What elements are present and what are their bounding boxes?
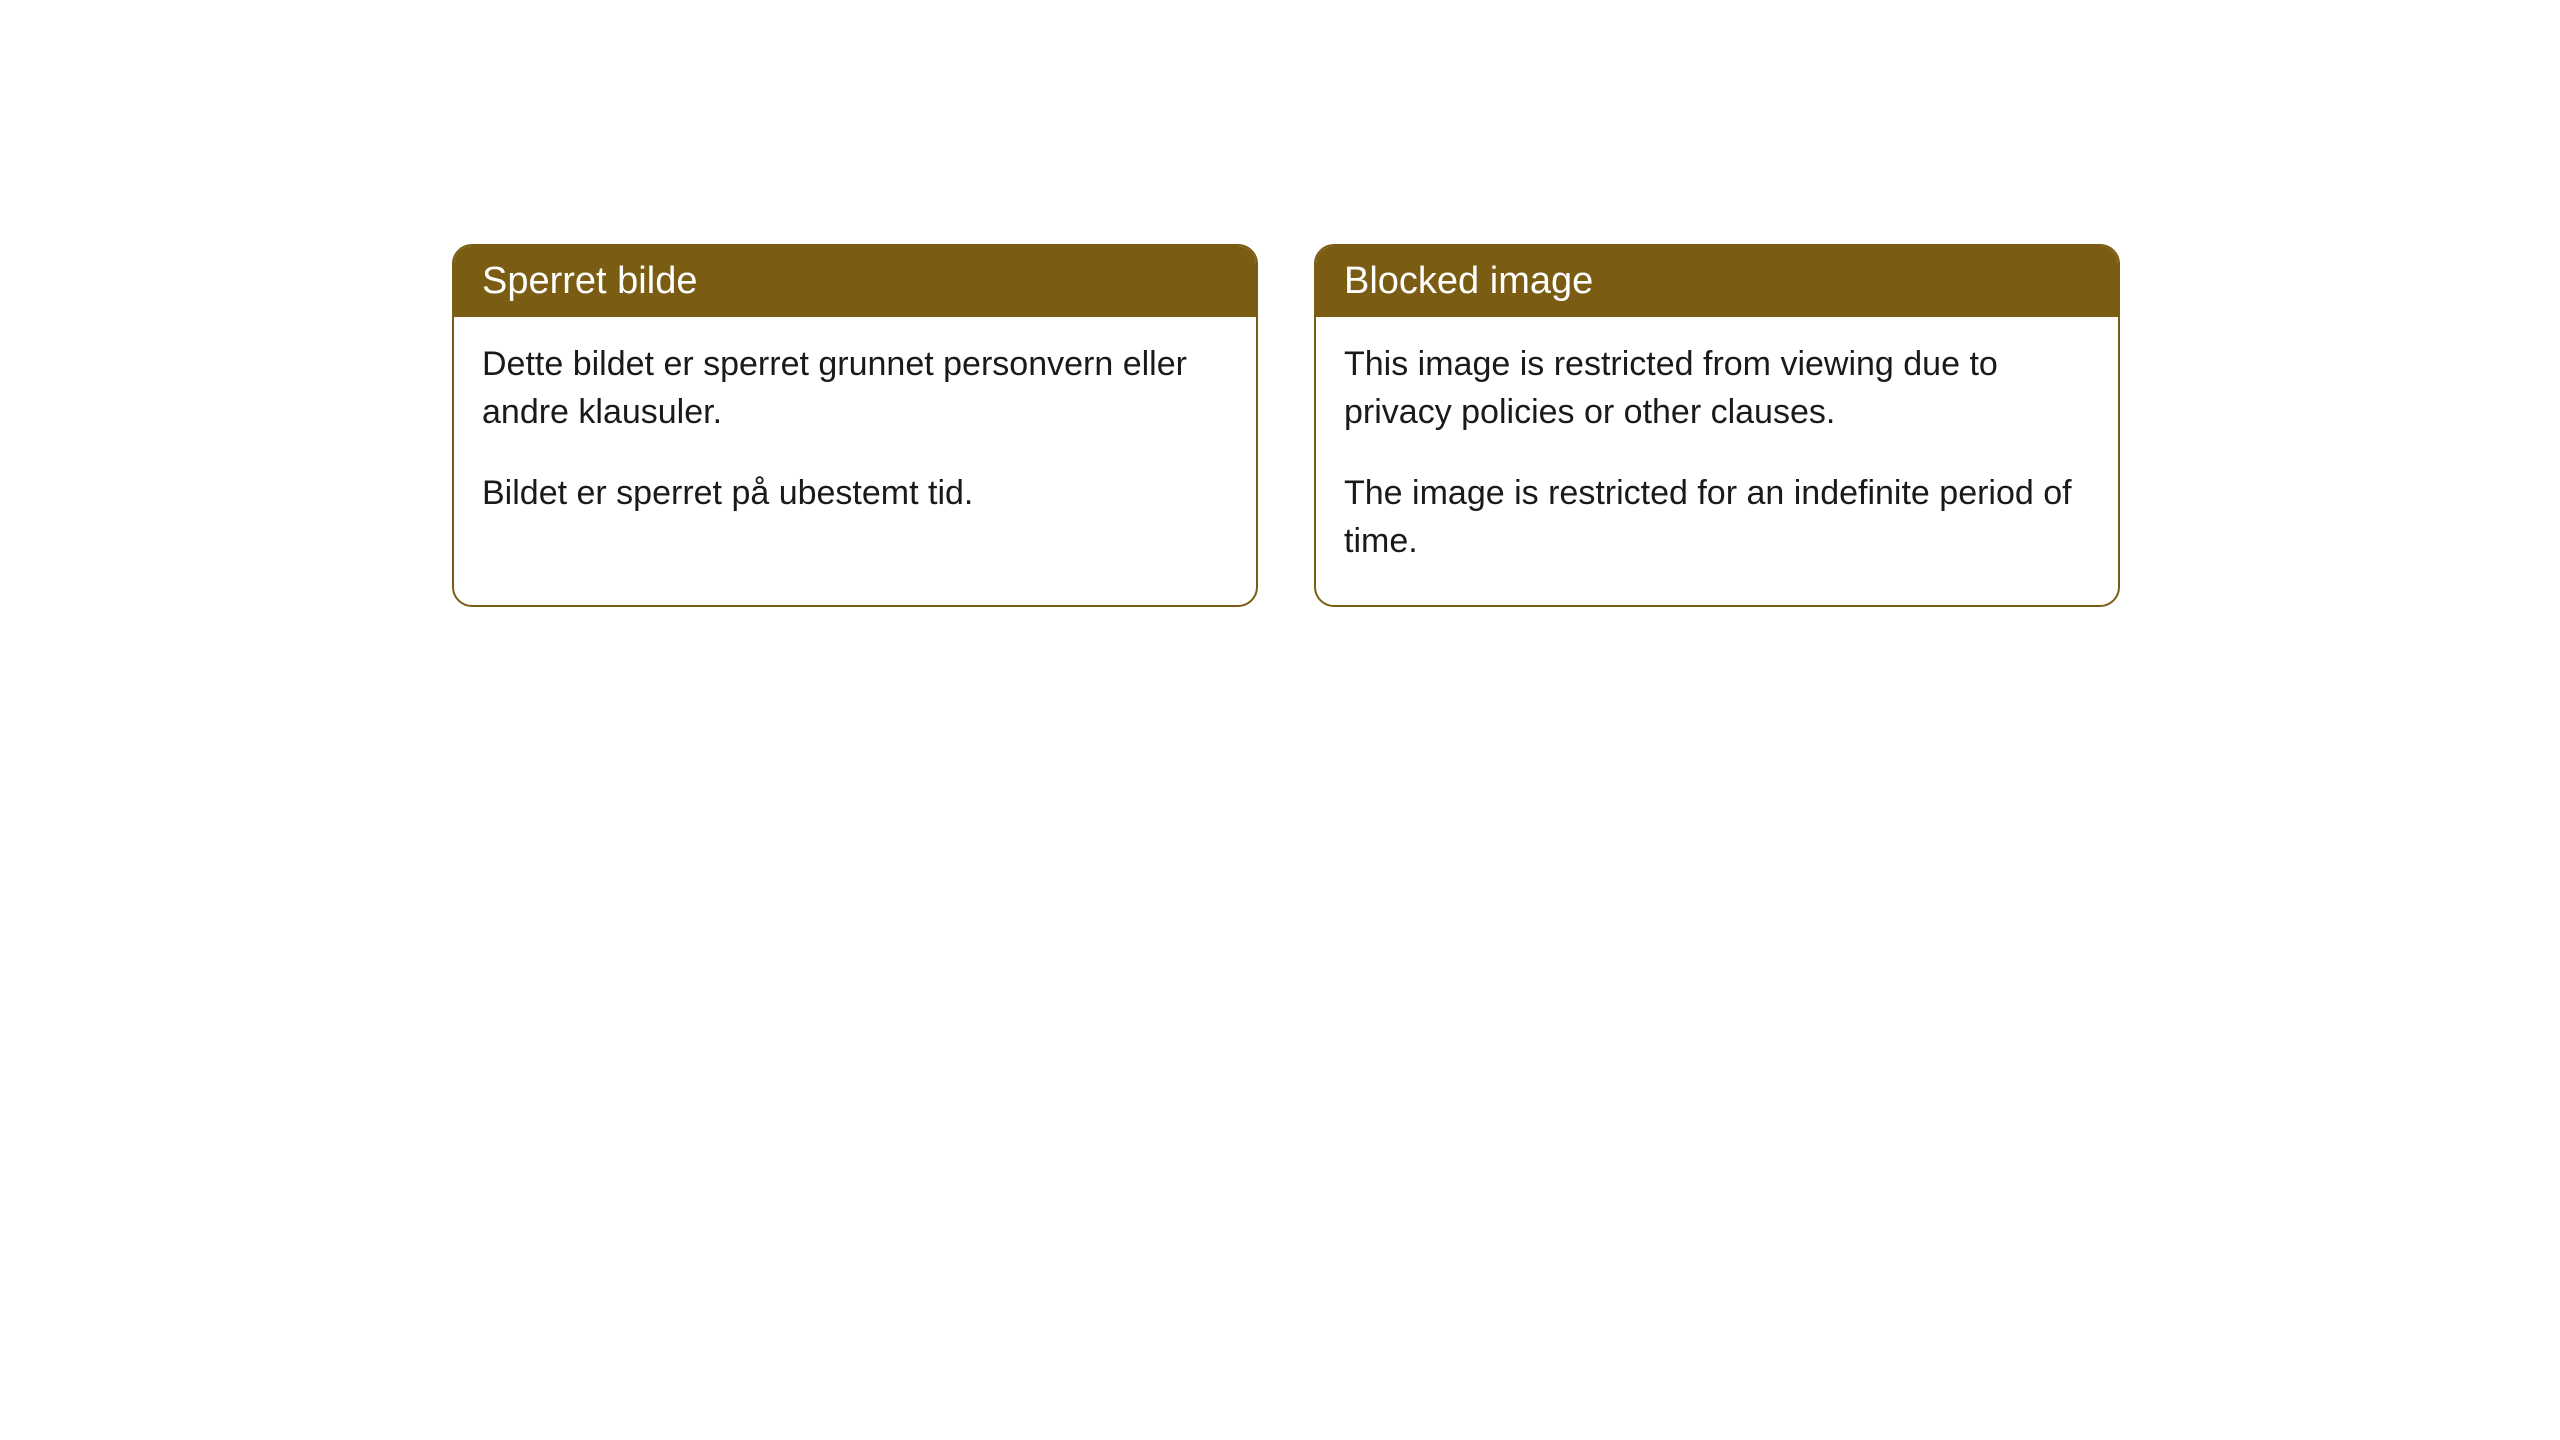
card-title: Blocked image [1344, 260, 1593, 302]
card-body-english: This image is restricted from viewing du… [1316, 317, 2118, 605]
card-header-english: Blocked image [1316, 246, 2118, 317]
notice-cards-container: Sperret bilde Dette bildet er sperret gr… [0, 0, 2560, 607]
card-body-norwegian: Dette bildet er sperret grunnet personve… [454, 317, 1256, 558]
notice-paragraph: Bildet er sperret på ubestemt tid. [482, 470, 1228, 518]
blocked-image-card-english: Blocked image This image is restricted f… [1314, 244, 2120, 607]
notice-paragraph: This image is restricted from viewing du… [1344, 341, 2090, 436]
notice-paragraph: The image is restricted for an indefinit… [1344, 470, 2090, 565]
blocked-image-card-norwegian: Sperret bilde Dette bildet er sperret gr… [452, 244, 1258, 607]
card-title: Sperret bilde [482, 260, 697, 302]
card-header-norwegian: Sperret bilde [454, 246, 1256, 317]
notice-paragraph: Dette bildet er sperret grunnet personve… [482, 341, 1228, 436]
